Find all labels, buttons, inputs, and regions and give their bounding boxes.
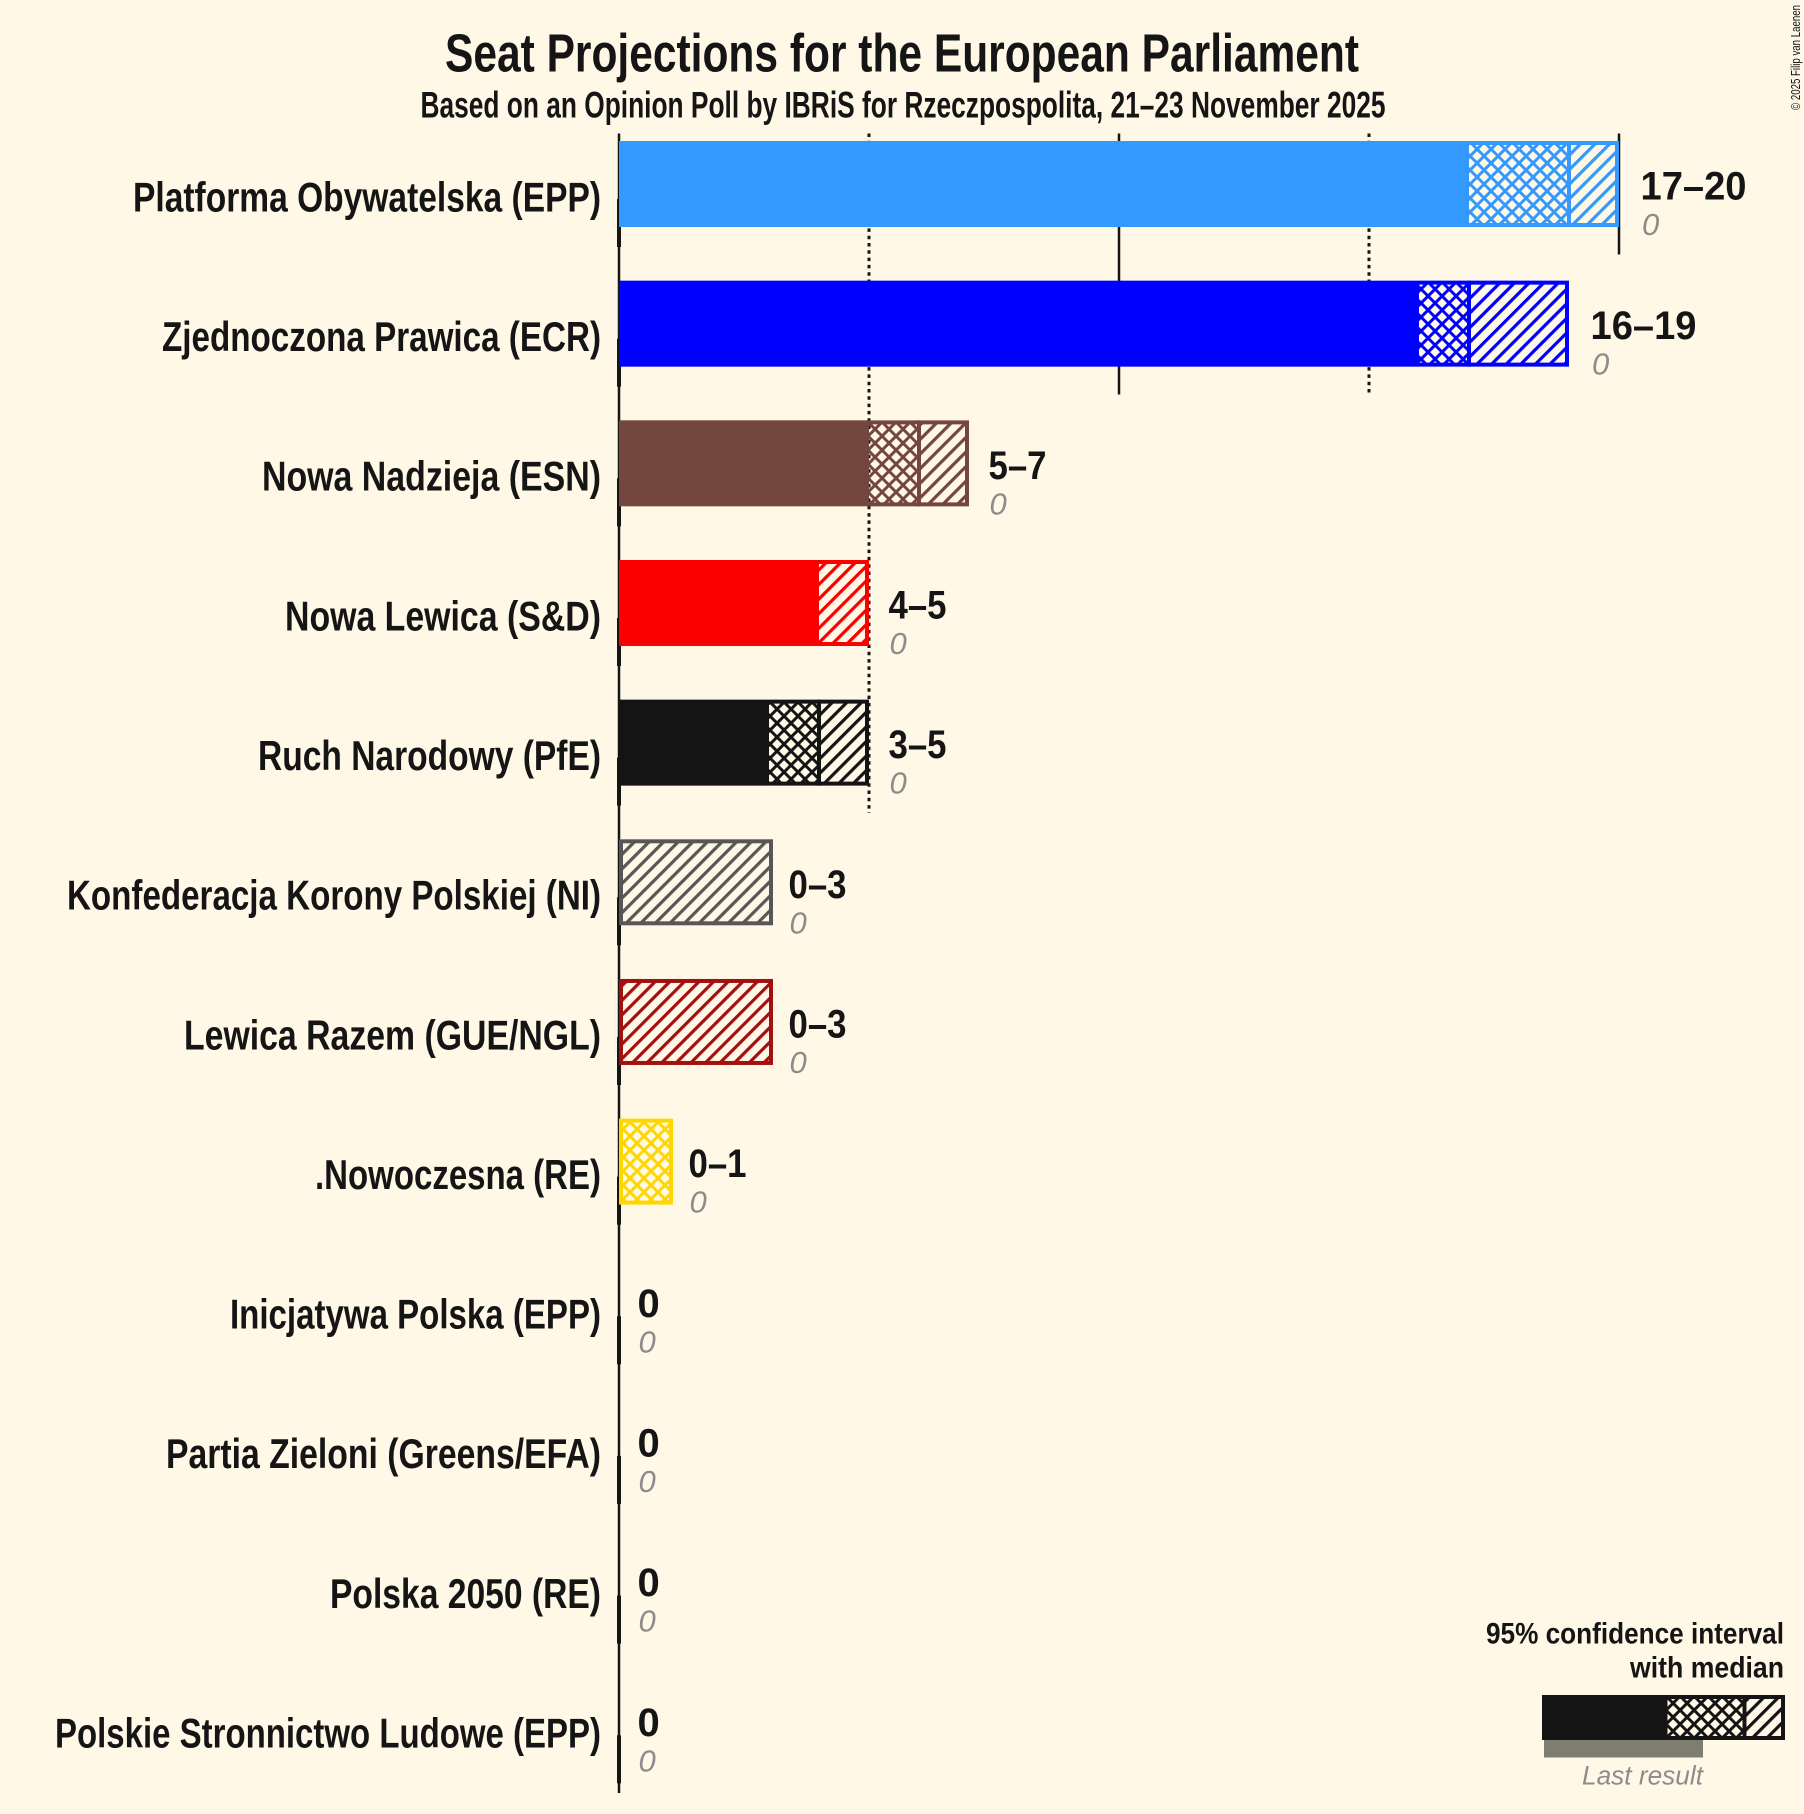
svg-text:Inicjatywa Polska (EPP): Inicjatywa Polska (EPP) (230, 1291, 601, 1338)
svg-text:0: 0 (638, 1282, 660, 1326)
svg-text:0: 0 (638, 1561, 660, 1605)
svg-text:Last result: Last result (1582, 1761, 1704, 1791)
svg-text:Nowa Lewica (S&D): Nowa Lewica (S&D) (285, 592, 601, 639)
svg-text:0: 0 (639, 1464, 656, 1499)
svg-text:0: 0 (990, 486, 1007, 521)
svg-text:0: 0 (790, 1045, 807, 1080)
svg-text:0–3: 0–3 (789, 1003, 847, 1047)
svg-text:Zjednoczona Prawica (ECR): Zjednoczona Prawica (ECR) (162, 313, 601, 360)
svg-text:3–5: 3–5 (889, 723, 947, 767)
svg-text:0: 0 (639, 1743, 656, 1778)
svg-text:Seat Projections for the Europ: Seat Projections for the European Parlia… (445, 24, 1359, 84)
svg-text:Polskie Stronnictwo Ludowe (EP: Polskie Stronnictwo Ludowe (EPP) (55, 1710, 601, 1757)
svg-text:17–20: 17–20 (1641, 165, 1747, 209)
svg-text:0: 0 (639, 1324, 656, 1359)
svg-text:Konfederacja Korony Polskiej (: Konfederacja Korony Polskiej (NI) (67, 872, 601, 919)
svg-text:0–1: 0–1 (689, 1142, 747, 1186)
svg-text:0: 0 (639, 1604, 656, 1639)
svg-text:95% confidence interval: 95% confidence interval (1486, 1618, 1784, 1651)
svg-text:Nowa Nadzieja (ESN): Nowa Nadzieja (ESN) (262, 453, 601, 500)
svg-text:Platforma Obywatelska (EPP): Platforma Obywatelska (EPP) (133, 173, 601, 220)
svg-text:.Nowoczesna (RE): .Nowoczesna (RE) (315, 1151, 601, 1198)
svg-text:0: 0 (890, 766, 907, 801)
svg-text:0–3: 0–3 (789, 863, 847, 907)
svg-text:0: 0 (638, 1701, 660, 1745)
svg-text:© 2025 Filip van Laenen: © 2025 Filip van Laenen (1788, 5, 1803, 110)
svg-text:0: 0 (790, 905, 807, 940)
svg-text:Lewica Razem (GUE/NGL): Lewica Razem (GUE/NGL) (184, 1011, 601, 1058)
svg-text:0: 0 (1592, 347, 1609, 382)
svg-text:16–19: 16–19 (1591, 304, 1697, 348)
svg-text:with median: with median (1629, 1652, 1784, 1685)
svg-text:0: 0 (690, 1185, 707, 1220)
svg-text:0: 0 (1642, 207, 1659, 242)
svg-text:Based on an Opinion Poll by IB: Based on an Opinion Poll by IBRiS for Rz… (421, 85, 1386, 126)
svg-text:Partia Zieloni (Greens/EFA): Partia Zieloni (Greens/EFA) (166, 1430, 601, 1477)
svg-text:Ruch Narodowy (PfE): Ruch Narodowy (PfE) (258, 732, 601, 779)
svg-text:5–7: 5–7 (989, 444, 1047, 488)
svg-text:0: 0 (890, 626, 907, 661)
svg-text:0: 0 (638, 1421, 660, 1465)
svg-text:4–5: 4–5 (889, 584, 947, 628)
svg-text:Polska 2050 (RE): Polska 2050 (RE) (330, 1570, 601, 1617)
